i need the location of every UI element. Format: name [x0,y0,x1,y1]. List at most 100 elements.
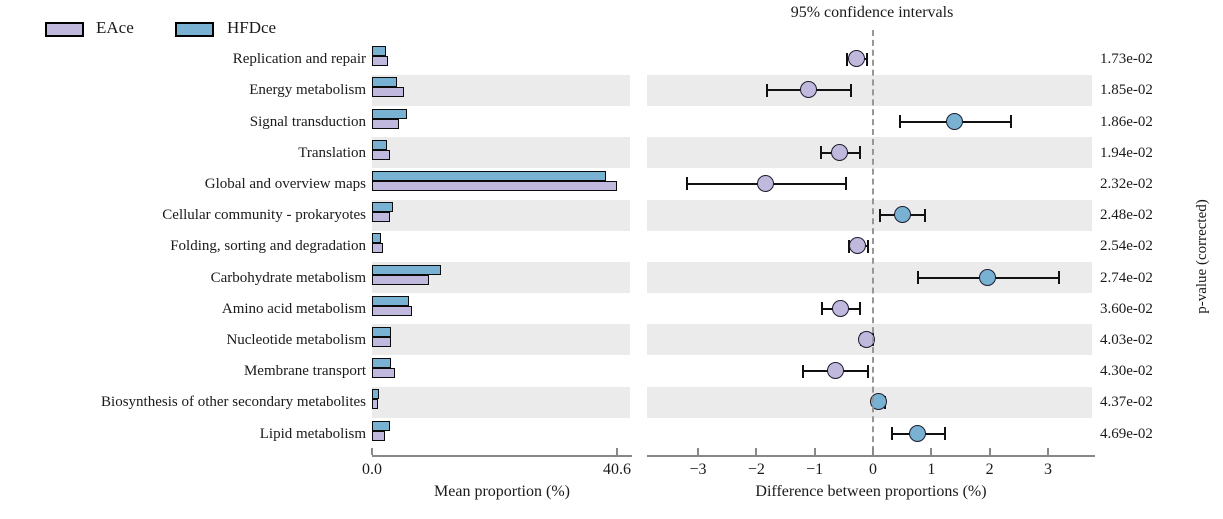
p-value: 4.69e-02 [1100,425,1153,442]
bar-hfdce [372,326,391,337]
bar-hfdce [372,295,409,306]
row-band [372,324,630,356]
pvalue-axis-label: p-value (corrected) [1194,199,1210,314]
p-value: 1.73e-02 [1100,51,1153,68]
bar-hfdce [372,264,441,275]
axis-tick [697,448,699,455]
category-label: Global and overview maps [204,175,366,192]
bar-eace [372,118,399,129]
legend-label-eace: EAce [96,18,134,37]
axis-tick [872,448,874,455]
ci-cap-left [685,177,688,191]
axis-tick-label: 0 [869,461,877,478]
ci-cap-left [802,364,804,378]
bar-eace [372,430,385,441]
category-label: Folding, sorting and degradation [170,238,366,255]
chart-title: 95% confidence intervals [790,4,954,21]
ci-cap-left [890,427,893,440]
p-value: 3.60e-02 [1100,300,1153,317]
p-value: 4.30e-02 [1100,363,1153,380]
bar-eace [372,399,379,410]
p-value: 1.86e-02 [1100,113,1153,130]
ci-dot [945,112,963,130]
row-band [372,199,630,231]
ci-dot [831,143,849,161]
bar-hfdce [372,420,390,431]
bar-eace [372,243,383,254]
p-value: 2.48e-02 [1100,207,1153,224]
axis-tick-label: −2 [747,461,765,478]
ci-cap-right [1058,271,1061,284]
row-band [372,74,630,106]
mean-proportion-axis-label: Mean proportion (%) [434,483,570,500]
axis-tick-label: −1 [806,461,824,478]
ci-cap-right [859,146,862,160]
p-value: 1.85e-02 [1100,82,1153,99]
bar-eace [372,149,391,160]
axis-tick [1046,448,1049,455]
category-label: Lipid metabolism [259,425,366,442]
bar-hfdce [372,170,607,181]
legend-swatch-eace [45,22,84,37]
ci-dot [826,362,844,380]
legend-swatch-hfdce [175,22,214,37]
ci-dot [831,299,849,317]
bar-hfdce [372,202,394,213]
zero-reference-line [872,30,874,452]
ci-cap-right [924,208,927,222]
ci-cap-right [866,239,869,253]
ci-cap-right [943,427,946,440]
bar-hfdce [372,389,379,400]
ci-cap-right [858,302,861,316]
p-value: 4.03e-02 [1100,331,1153,348]
difference-axis-label: Difference between proportions (%) [755,483,987,500]
legend-label-hfdce: HFDce [227,18,277,37]
category-label: Membrane transport [243,363,366,380]
ci-cap-left [820,302,823,316]
ci-cap-right [849,83,852,97]
bar-eace [372,274,429,285]
ci-dot [870,393,888,411]
ci-dot [848,50,866,68]
ci-cap-left [766,83,769,97]
category-label: Cellular community - prokaryotes [162,207,366,224]
ci-cap-left [847,239,850,253]
ci-dot [849,237,867,255]
category-label: Biosynthesis of other secondary metaboli… [101,394,366,411]
axis-tick [813,448,816,455]
row-band [647,137,1092,169]
axis-tick [616,448,618,455]
row-band [647,74,1092,106]
axis-tick-label: 40.6 [603,461,631,478]
bar-eace [372,87,404,98]
p-value: 2.54e-02 [1100,238,1153,255]
category-label: Translation [298,144,366,161]
bar-hfdce [372,233,382,244]
row-band [372,137,630,169]
ci-dot [757,174,775,192]
row-band [372,386,630,418]
bar-hfdce [372,358,392,369]
p-value: 2.74e-02 [1100,269,1153,286]
ci-cap-right [865,52,868,66]
axis-tick [930,448,933,455]
axis-tick-label: 0.0 [362,461,382,478]
ci-cap-right [867,364,870,378]
ci-dot [858,330,876,348]
category-label: Nucleotide metabolism [226,331,366,348]
axis-tick-label: −3 [689,461,707,478]
row-band [647,199,1092,231]
p-value: 2.32e-02 [1100,175,1153,192]
bar-eace [372,212,391,223]
bar-hfdce [372,108,407,119]
category-label: Energy metabolism [249,82,366,99]
axis-tick-label: 1 [927,461,936,478]
ci-cap-left [846,52,849,66]
ci-cap-left [916,271,919,284]
ci-cap-right [1010,115,1013,128]
right-x-axis-line [647,455,1095,457]
category-label: Amino acid metabolism [221,300,366,317]
bar-eace [372,180,617,191]
category-label: Carbohydrate metabolism [210,269,366,286]
